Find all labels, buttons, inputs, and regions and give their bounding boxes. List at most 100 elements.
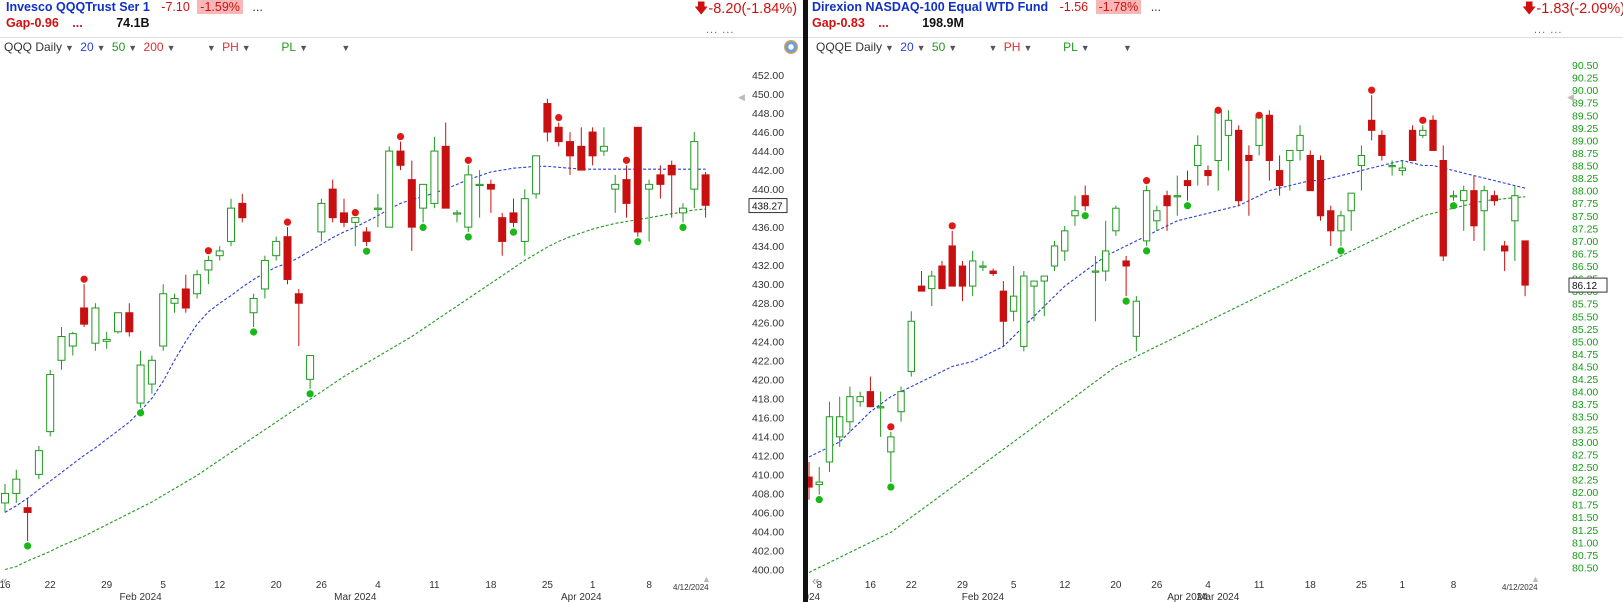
chevron-down-icon[interactable]: ▼ xyxy=(1123,43,1132,53)
pivot-low-marker xyxy=(1183,202,1192,210)
y-tick-label: 442.00 xyxy=(752,165,784,177)
current-price-label: 86.12 xyxy=(1572,281,1597,292)
candle-body xyxy=(815,481,823,486)
candle-body xyxy=(193,274,202,295)
y-tick-label: 86.75 xyxy=(1572,248,1598,260)
candle-body xyxy=(678,207,688,214)
y-tick-label: 85.50 xyxy=(1572,311,1598,323)
candle-body xyxy=(656,174,665,185)
candle-body xyxy=(373,207,382,210)
candle-body xyxy=(1204,170,1212,177)
qqqe-candlestick-chart[interactable]: 80.5080.7581.0081.2581.5081.7582.0082.25… xyxy=(808,0,1623,602)
qqqe-big-change-text: -1.83(-2.09%) xyxy=(1536,1,1623,17)
chevron-down-icon[interactable]: ▼ xyxy=(988,43,998,53)
x-day-label: 26 xyxy=(1151,580,1163,591)
qqq-ph-label[interactable]: PH xyxy=(222,40,239,54)
pivot-high-marker xyxy=(1255,111,1263,119)
chevron-down-icon[interactable]: ▼ xyxy=(65,43,74,53)
chevron-down-icon[interactable]: ▼ xyxy=(1080,43,1090,53)
candle-body xyxy=(999,290,1008,322)
pivot-low-marker xyxy=(137,409,145,417)
settings-gear-icon[interactable] xyxy=(784,40,798,54)
chevron-down-icon[interactable]: ▼ xyxy=(916,43,926,53)
y-tick-label: 418.00 xyxy=(752,393,784,405)
qqqe-change-pct: -1.78% xyxy=(1095,0,1142,14)
x-day-label: 11 xyxy=(429,580,440,591)
qqq-candlestick-chart[interactable]: 400.00402.00404.00406.00408.00410.00412.… xyxy=(0,0,803,602)
candle-body xyxy=(887,436,895,453)
y-tick-label: 446.00 xyxy=(752,127,784,139)
chevron-down-icon[interactable]: ▼ xyxy=(885,43,894,53)
qqqe-fund-name[interactable]: Direxion NASDAQ-100 Equal WTD Fund xyxy=(812,0,1049,14)
candle-body xyxy=(907,320,915,373)
pivot-high-marker xyxy=(396,132,405,141)
candle-body xyxy=(599,145,608,152)
qqq-gap-dots[interactable]: ... xyxy=(72,16,83,30)
chevron-down-icon[interactable]: ▼ xyxy=(341,43,351,53)
chevron-down-icon[interactable]: ▼ xyxy=(166,43,176,53)
qqq-ma50-label[interactable]: 50 xyxy=(111,40,126,54)
y-tick-label: 90.00 xyxy=(1572,85,1598,97)
pivot-high-marker xyxy=(351,209,359,217)
qqq-symbol-period[interactable]: QQQ Daily xyxy=(4,40,63,54)
chevron-down-icon[interactable]: ▼ xyxy=(206,43,216,53)
candle-body xyxy=(1398,167,1407,172)
current-price-box xyxy=(1568,277,1608,293)
qqq-ma200-label[interactable]: 200 xyxy=(143,40,164,54)
x-day-label: 25 xyxy=(542,580,554,591)
qqqe-ph-label[interactable]: PH xyxy=(1003,40,1021,54)
pivot-low-marker xyxy=(1337,247,1345,255)
qqqe-green-dots[interactable]: ... ... xyxy=(1534,24,1563,36)
candle-body xyxy=(68,333,77,347)
qqq-more-dots[interactable]: ... xyxy=(252,0,263,14)
chevron-down-icon[interactable]: ▼ xyxy=(241,43,251,53)
qqq-fund-name[interactable]: Invesco QQQTrust Ser 1 xyxy=(6,0,150,14)
qqq-ma20-label[interactable]: 20 xyxy=(80,40,94,54)
candle-body xyxy=(645,183,654,190)
y-tick-label: 400.00 xyxy=(752,565,784,577)
candle-body xyxy=(464,174,473,228)
candle-body xyxy=(339,212,349,223)
qqqe-pl-label[interactable]: PL xyxy=(1063,40,1078,54)
candle-body xyxy=(667,164,676,176)
panel-divider[interactable] xyxy=(803,0,808,602)
qqqe-symbol-period[interactable]: QQQE Daily xyxy=(816,40,883,54)
candle-body xyxy=(1306,154,1314,192)
pivot-low-marker xyxy=(250,328,258,336)
y-tick-label: 83.25 xyxy=(1572,424,1598,436)
pivot-low-marker xyxy=(306,390,314,398)
qqqe-gap-dots[interactable]: ... xyxy=(878,16,889,30)
chevron-down-icon[interactable]: ▼ xyxy=(299,43,308,53)
header-divider xyxy=(808,37,1623,38)
x-month-label: 2024 xyxy=(808,592,821,602)
qqqe-ma20-label[interactable]: 20 xyxy=(900,40,914,54)
qqq-header-line1: Invesco QQQTrust Ser 1 -7.10 -1.59% ... xyxy=(6,0,263,15)
candle-body xyxy=(1347,192,1355,212)
y-tick-label: 86.50 xyxy=(1572,261,1598,273)
candle-body xyxy=(136,364,145,404)
y-tick-label: 424.00 xyxy=(752,336,784,348)
y-tick-label: 414.00 xyxy=(752,431,784,443)
qqq-green-dots[interactable]: ... ... xyxy=(706,24,735,36)
chevron-down-icon[interactable]: ▼ xyxy=(948,43,958,53)
candle-body xyxy=(1020,275,1028,347)
y-tick-label: 89.00 xyxy=(1572,135,1598,147)
candle-body xyxy=(1357,154,1366,167)
pivot-high-marker xyxy=(887,423,895,431)
y-tick-label: 87.75 xyxy=(1572,198,1598,210)
qqqe-ma50-label[interactable]: 50 xyxy=(931,40,946,54)
candle-body xyxy=(1460,190,1468,202)
x-day-label: 8 xyxy=(816,580,822,591)
candle-body xyxy=(611,183,620,190)
qqqe-chart-panel: Direxion NASDAQ-100 Equal WTD Fund -1.56… xyxy=(808,0,1623,602)
candle-body xyxy=(351,217,360,223)
pivot-low-marker xyxy=(1122,297,1130,305)
chevron-down-icon[interactable]: ▼ xyxy=(128,43,138,53)
qqq-change: -7.10 xyxy=(161,0,190,14)
chevron-down-icon[interactable]: ▼ xyxy=(96,43,106,53)
qqq-big-change-text: -8.20(-1.84%) xyxy=(708,1,798,17)
chevron-down-icon[interactable]: ▼ xyxy=(1023,43,1033,53)
qqq-pl-label[interactable]: PL xyxy=(281,40,297,54)
qqqe-more-dots[interactable]: ... xyxy=(1150,0,1162,14)
triangle-up-icon: ▲ xyxy=(702,574,711,584)
